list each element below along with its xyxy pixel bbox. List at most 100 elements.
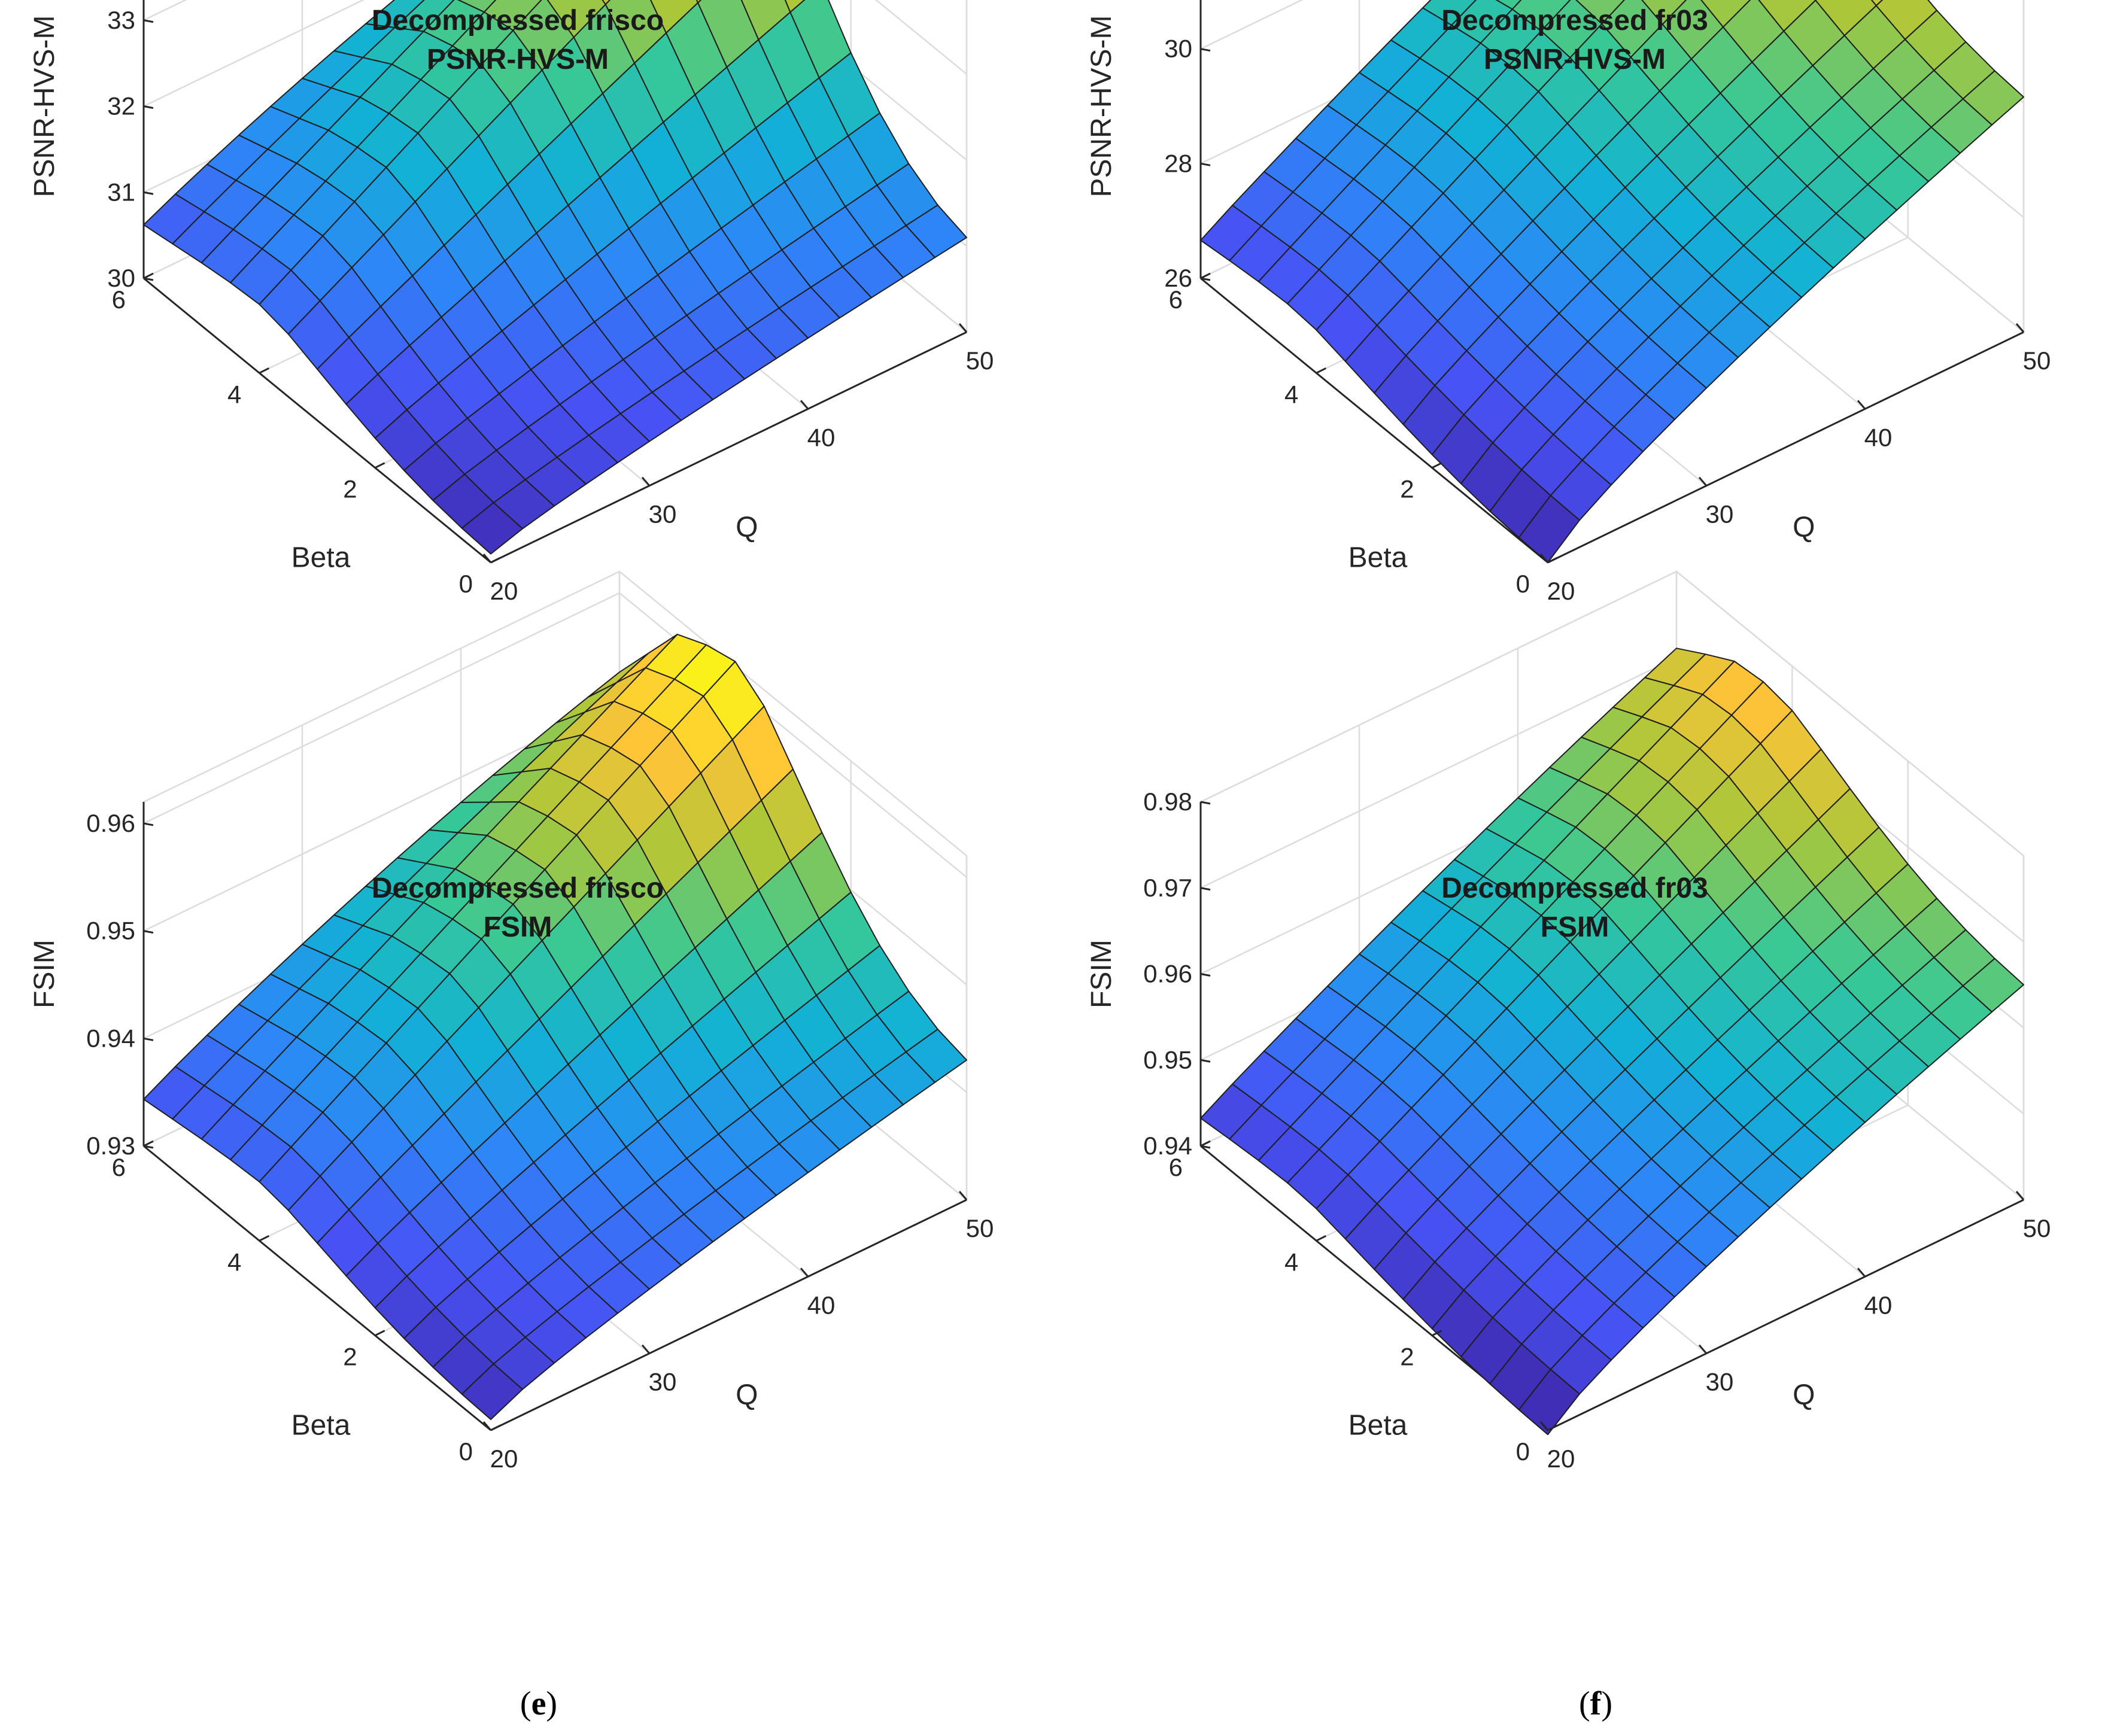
- beta-axis-line: [1200, 277, 1548, 564]
- q-axis-label: Q: [736, 1379, 758, 1411]
- q-tick: [1539, 554, 1549, 563]
- surface-cell: [461, 1363, 523, 1420]
- z-tick: [143, 191, 154, 195]
- z-tick: [1200, 887, 1211, 891]
- beta-tick: [259, 367, 270, 374]
- beta-tick-label: 6: [1169, 285, 1183, 314]
- z-tick-label: 26: [1164, 264, 1192, 292]
- q-tick-label: 40: [1864, 423, 1893, 451]
- z-tick-label: 0.96: [86, 809, 135, 837]
- q-tick-label: 20: [490, 577, 518, 605]
- z-tick-label: 0.94: [86, 1024, 135, 1052]
- q-tick: [958, 323, 968, 333]
- z-tick: [1200, 162, 1211, 166]
- surface-chart-f: 0.94 0.95 0.96 0.97 0.98 20 30 40 50 0 2 4 6 FSIM Q Bet…: [1086, 570, 2051, 1722]
- panel-f: 0.94 0.95 0.96 0.97 0.98 20 30 40 50 0 2 4 6 FSIM Q Bet…: [1057, 570, 2114, 1735]
- beta-tick: [1200, 1140, 1211, 1147]
- q-tick: [482, 1421, 492, 1431]
- beta-axis-line: [143, 1145, 491, 1431]
- z-tick: [143, 1037, 154, 1041]
- beta-tick-label: 0: [459, 570, 473, 598]
- surface-cell: [1870, 0, 1884, 7]
- tick-labels: 26283032203040500246: [1164, 35, 2051, 605]
- surface-chart-d: 26283032203040500246PSNR-HVS-MQBetaDecom…: [1086, 0, 2051, 855]
- beta-axis-label: Beta: [291, 1410, 351, 1442]
- beta-axis-line: [143, 277, 491, 564]
- z-tick: [143, 930, 154, 934]
- beta-tick-label: 4: [1284, 1248, 1298, 1276]
- surface-chart-e: 0.93 0.94 0.95 0.96 20 30 40 50 0 2 4 6 FSIM Q Beta Dec…: [29, 570, 994, 1722]
- z-tick-label: 0.98: [1143, 788, 1192, 816]
- q-tick-label: 50: [2023, 346, 2051, 375]
- surface: [143, 634, 967, 1420]
- chart-title-line: FSIM: [1541, 911, 1609, 943]
- z-tick-label: 0.93: [86, 1132, 135, 1160]
- beta-tick-label: 0: [1516, 1437, 1530, 1466]
- z-tick-label: 28: [1164, 149, 1192, 177]
- q-tick-label: 30: [649, 1368, 677, 1396]
- chart-title-line: Decompressed frisco: [372, 5, 664, 37]
- beta-tick: [1547, 1424, 1558, 1431]
- q-tick-label: 50: [966, 346, 994, 375]
- z-axis-label: PSNR-HVS-M: [29, 15, 60, 197]
- beta-axis-label: Beta: [1348, 1410, 1408, 1442]
- chart-title-line: Decompressed frisco: [372, 872, 664, 904]
- surface-chart-c: 3031323334203040500246PSNR-HVS-MQBetaDec…: [29, 0, 994, 855]
- q-tick-label: 50: [2023, 1214, 2051, 1242]
- surface-cell: [461, 502, 523, 555]
- axes: [142, 802, 967, 1431]
- tick-labels: 3031323334203040500246: [107, 6, 994, 605]
- chart-title-line: Decompressed fr03: [1441, 5, 1708, 37]
- beta-tick-label: 2: [1400, 475, 1414, 503]
- z-tick-label: 30: [1164, 35, 1192, 63]
- q-tick: [1857, 1267, 1866, 1278]
- z-tick: [143, 1145, 154, 1149]
- panel-label: (f): [1579, 1685, 1612, 1722]
- surface: [1200, 0, 2024, 563]
- z-tick: [1200, 973, 1211, 977]
- z-tick-label: 32: [107, 92, 135, 120]
- q-tick-label: 40: [1864, 1291, 1893, 1319]
- beta-tick-label: 2: [1400, 1343, 1414, 1371]
- q-tick-label: 20: [490, 1445, 518, 1473]
- panel-d: 26283032203040500246PSNR-HVS-MQBetaDecom…: [1057, 0, 2114, 868]
- surface: [143, 0, 967, 555]
- beta-tick: [490, 557, 501, 564]
- beta-tick: [259, 1235, 270, 1242]
- surface: [1200, 647, 2024, 1436]
- z-tick-label: 33: [107, 6, 135, 34]
- beta-tick-label: 4: [227, 380, 241, 408]
- beta-tick: [143, 1140, 154, 1147]
- beta-tick: [1316, 1235, 1327, 1242]
- beta-tick-label: 6: [112, 285, 126, 314]
- beta-tick: [374, 1330, 385, 1337]
- q-tick-label: 20: [1547, 1445, 1575, 1473]
- beta-tick: [143, 272, 154, 279]
- q-axis-line: [1547, 331, 2024, 564]
- panel-label: (e): [520, 1685, 557, 1722]
- q-axis-line: [1547, 1199, 2024, 1431]
- chart-title-line: PSNR-HVS-M: [1484, 44, 1666, 75]
- q-tick: [1539, 1421, 1549, 1431]
- z-tick: [1200, 1145, 1211, 1149]
- q-tick: [482, 554, 492, 563]
- beta-tick-label: 2: [343, 475, 357, 503]
- q-tick: [2015, 1191, 2025, 1200]
- panel-c: 3031323334203040500246PSNR-HVS-MQBetaDec…: [0, 0, 1057, 868]
- q-axis-label: Q: [1793, 512, 1815, 543]
- q-tick: [641, 1344, 651, 1354]
- chart-title-line: PSNR-HVS-M: [427, 44, 609, 75]
- z-tick: [143, 822, 154, 826]
- beta-axis-label: Beta: [1348, 542, 1408, 574]
- chart-title-line: Decompressed fr03: [1441, 872, 1708, 904]
- beta-tick-label: 2: [343, 1343, 357, 1371]
- z-tick-label: 0.97: [1143, 874, 1192, 902]
- q-tick-label: 40: [807, 423, 836, 451]
- z-tick-label: 30: [107, 264, 135, 292]
- q-tick-label: 30: [1706, 500, 1734, 528]
- surface-cell: [1518, 1369, 1580, 1436]
- surface-cell: [1518, 495, 1580, 563]
- q-tick-label: 20: [1547, 577, 1575, 605]
- z-tick: [1200, 1059, 1211, 1063]
